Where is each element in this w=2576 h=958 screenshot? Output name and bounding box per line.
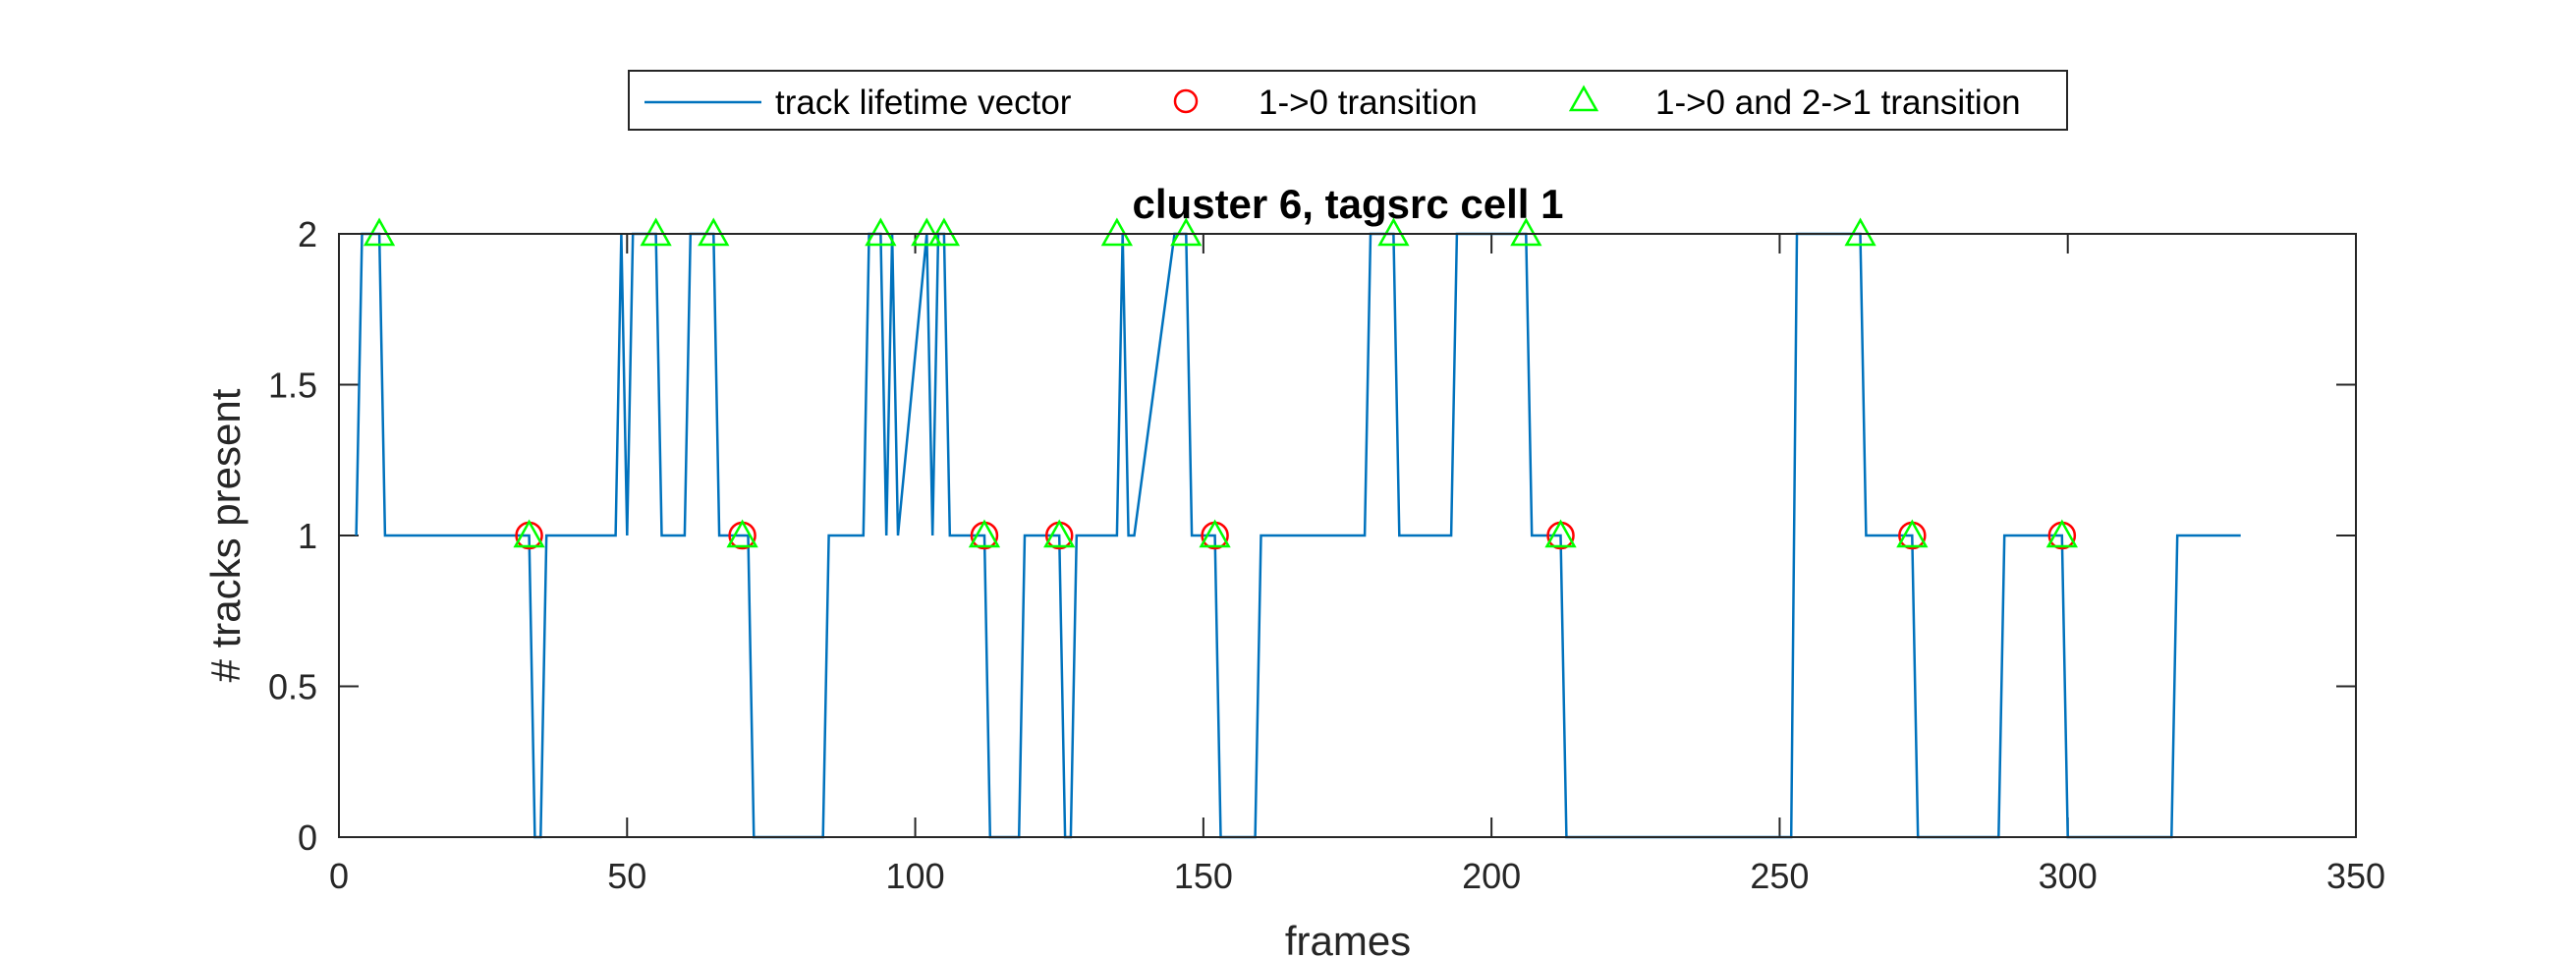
triangle-marker — [911, 217, 943, 247]
x-tick-label: 200 — [1462, 856, 1521, 896]
x-tick-label: 300 — [2039, 856, 2098, 896]
chart-title: cluster 6, tagsrc cell 1 — [1133, 181, 1564, 227]
y-tick-label: 0.5 — [268, 667, 317, 707]
legend-circle-marker — [1173, 88, 1199, 114]
triangle-marker — [968, 519, 1001, 548]
x-tick-label: 0 — [329, 856, 349, 896]
triangle-marker — [1170, 217, 1203, 247]
x-tick-label: 150 — [1174, 856, 1233, 896]
triangle-marker — [640, 217, 672, 247]
triangle-marker — [1544, 519, 1577, 548]
triangle-marker — [1100, 217, 1134, 247]
x-tick-label: 50 — [607, 856, 646, 896]
legend-box — [628, 70, 2068, 131]
triangle-marker — [513, 519, 545, 548]
y-tick-label: 2 — [298, 214, 317, 254]
triangle-marker — [1844, 217, 1876, 247]
plot-frame — [338, 233, 2357, 838]
x-axis-label: frames — [1285, 918, 1411, 958]
y-axis-label: # tracks present — [202, 388, 249, 682]
series-triangle-markers — [363, 217, 2078, 548]
x-tick-label: 250 — [1750, 856, 1809, 896]
triangle-marker — [698, 217, 730, 247]
triangle-marker — [1377, 217, 1410, 247]
triangle-marker — [1896, 519, 1929, 548]
triangle-marker — [363, 217, 396, 247]
triangle-marker — [1510, 217, 1542, 247]
x-tick-label: 350 — [2326, 856, 2385, 896]
triangle-marker — [1199, 519, 1231, 548]
x-tick-label: 100 — [886, 856, 945, 896]
y-tick-label: 0 — [298, 817, 317, 858]
triangle-marker — [2045, 519, 2078, 548]
legend-label-triangle: 1->0 and 2->1 transition — [1655, 84, 2021, 122]
triangle-marker — [1043, 519, 1076, 548]
triangle-marker — [865, 217, 897, 247]
triangle-marker — [726, 519, 758, 548]
triangle-marker — [927, 217, 961, 247]
axis-tick-labels: 0 50 100 150 200 250 300 350 0 0.5 1 1.5 2 — [268, 214, 2385, 896]
y-tick-label: 1 — [298, 516, 317, 556]
y-tick-label: 1.5 — [268, 366, 317, 406]
legend-label-track-lifetime: track lifetime vector — [775, 84, 1072, 122]
legend: track lifetime vector 1->0 transition 1-… — [628, 70, 2068, 131]
legend-label-circle: 1->0 transition — [1259, 84, 1478, 122]
legend-triangle-marker — [1568, 85, 1599, 112]
